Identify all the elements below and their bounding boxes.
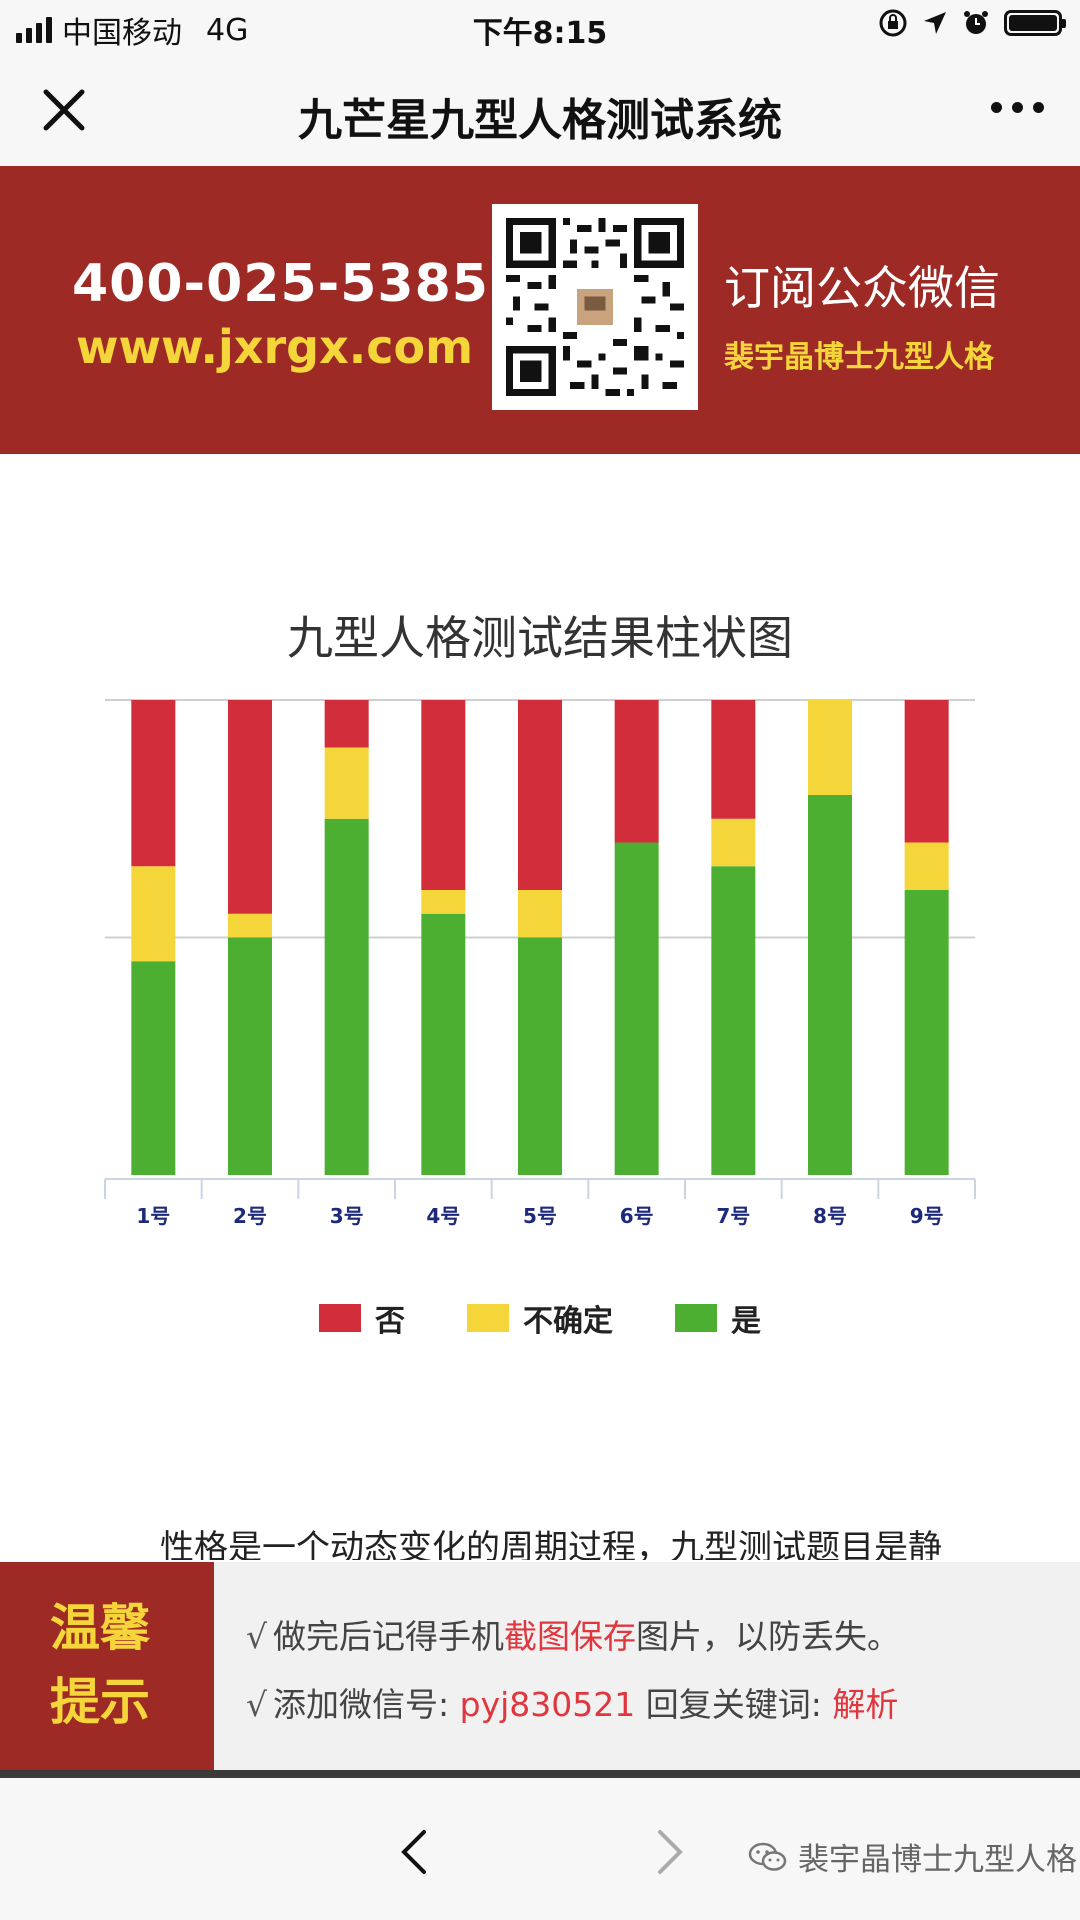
x-tick-label: 8号	[813, 1204, 847, 1228]
legend-item: 否	[319, 1296, 405, 1340]
tip-text: 做完后记得手机	[273, 1617, 505, 1656]
signal-icon	[16, 17, 52, 43]
tip-label-line2: 提示	[50, 1673, 150, 1731]
status-left: 中国移动 4G	[16, 8, 248, 52]
legend-item: 是	[675, 1296, 761, 1340]
x-tick-label: 9号	[910, 1204, 944, 1228]
bar-segment	[131, 961, 176, 1175]
tip-label-line1: 温馨	[50, 1599, 150, 1657]
wechat-id[interactable]: pyj830521	[459, 1685, 636, 1724]
legend-label: 不确定	[523, 1304, 613, 1339]
legend-item: 不确定	[467, 1296, 613, 1340]
bar-segment	[808, 795, 852, 1175]
qr-code-icon	[492, 204, 698, 410]
bar-segment	[421, 890, 466, 914]
bar-segment	[131, 700, 176, 867]
bar-segment	[614, 700, 659, 843]
back-arrow-icon[interactable]	[396, 1828, 430, 1876]
bar-segment	[711, 866, 756, 1175]
nav-bar: 九芒星九型人格测试系统	[0, 56, 1080, 167]
bar-segment	[808, 700, 852, 795]
x-tick-label: 5号	[523, 1204, 557, 1228]
close-icon[interactable]	[38, 84, 90, 136]
watermark: 裴宇晶博士九型人格	[748, 1834, 1077, 1879]
legend-swatch	[675, 1304, 717, 1332]
bar-segment	[711, 700, 756, 819]
x-tick-label: 1号	[136, 1204, 170, 1228]
carrier-label: 中国移动	[62, 16, 182, 51]
more-icon[interactable]	[991, 102, 1044, 113]
bar-segment	[518, 890, 562, 938]
clock: 下午8:15	[472, 16, 608, 51]
bar-segment	[904, 700, 949, 843]
bottom-toolbar: 裴宇晶博士九型人格	[0, 1778, 1080, 1920]
bar-segment	[421, 913, 466, 1175]
tip-bar: 温馨 提示 √ 做完后记得手机截图保存图片，以防丢失。 √ 添加微信号: pyj83…	[0, 1562, 1080, 1770]
phone-number[interactable]: 400-025-5385	[72, 254, 489, 314]
page-title: 九芒星九型人格测试系统	[298, 95, 782, 146]
subscribe-label: 订阅公众微信	[724, 261, 1000, 315]
legend-swatch	[319, 1304, 361, 1332]
bar-segment	[228, 913, 272, 938]
x-tick-label: 6号	[620, 1204, 654, 1228]
tip-text: 添加微信号:	[273, 1685, 460, 1724]
bar-segment	[711, 818, 756, 867]
wechat-icon	[748, 1842, 787, 1871]
tip-line-1: √ 做完后记得手机截图保存图片，以防丢失。	[246, 1610, 900, 1658]
website-link[interactable]: www.jxrgx.com	[76, 320, 474, 374]
check-icon: √	[246, 1617, 268, 1656]
tip-label-box: 温馨 提示	[0, 1562, 214, 1770]
x-tick-label: 4号	[426, 1204, 460, 1228]
bar-segment	[324, 700, 369, 748]
bar-segment	[324, 818, 369, 1175]
legend-swatch	[467, 1304, 509, 1332]
bar-segment	[131, 866, 176, 962]
bar-segment	[421, 700, 466, 890]
stacked-bar-chart: 1号 2号 3号 4号 5号 6号 7号 8号 9号	[104, 699, 976, 1228]
bar-segment	[614, 842, 659, 1175]
bar-segment	[904, 842, 949, 890]
watermark-text: 裴宇晶博士九型人格	[798, 1842, 1077, 1878]
forward-arrow-icon[interactable]	[654, 1828, 688, 1876]
bar-segment	[228, 700, 272, 914]
tip-highlight: 截图保存	[504, 1617, 637, 1656]
bar-segment	[518, 700, 562, 890]
status-right	[878, 8, 1066, 38]
check-icon: √	[246, 1685, 268, 1724]
x-tick-label: 2号	[233, 1204, 267, 1228]
bar-segment	[904, 890, 949, 1175]
bar-segment	[228, 937, 272, 1175]
legend-label: 否	[375, 1304, 405, 1339]
keyword: 解析	[832, 1685, 899, 1724]
rotation-lock-icon	[879, 9, 907, 37]
x-tick-label: 7号	[716, 1204, 750, 1228]
chart-legend: 否 不确定 是	[0, 1296, 1080, 1340]
bar-segment	[324, 747, 369, 819]
bar-segment	[518, 937, 562, 1175]
chart-title: 九型人格测试结果柱状图	[287, 611, 793, 665]
network-label: 4G	[206, 12, 249, 48]
tip-line-2: √ 添加微信号: pyj830521 回复关键词: 解析	[246, 1678, 898, 1726]
tip-text: 回复关键词:	[635, 1685, 833, 1724]
battery-icon	[1004, 10, 1066, 36]
status-bar: 中国移动 4G 下午8:15	[0, 0, 1080, 56]
intro-paragraph: 性格是一个动态变化的周期过程，九型测试题目是静	[160, 1528, 942, 1560]
location-icon	[924, 12, 946, 34]
tip-text: 图片，以防丢失。	[636, 1617, 901, 1656]
divider	[0, 1770, 1080, 1778]
author-label: 裴宇晶博士九型人格	[724, 340, 994, 375]
x-tick-label: 3号	[330, 1204, 364, 1228]
legend-label: 是	[731, 1304, 761, 1339]
alarm-icon	[964, 11, 988, 34]
promo-banner: 400-025-5385 www.jxrgx.com	[0, 166, 1080, 454]
